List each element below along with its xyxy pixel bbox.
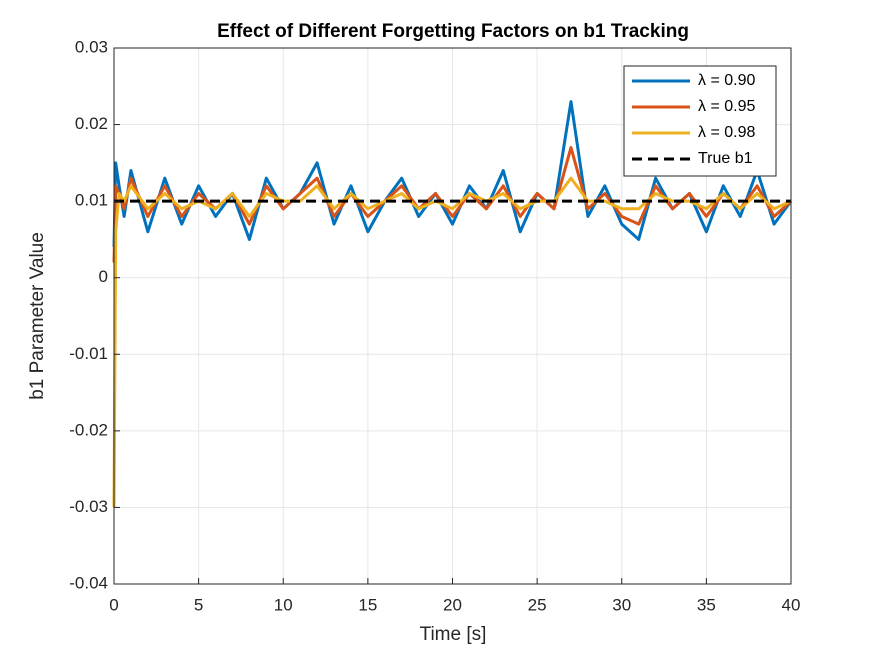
y-axis-label: b1 Parameter Value	[27, 232, 48, 400]
x-tick-label: 5	[194, 595, 203, 614]
y-tick-label: -0.03	[69, 497, 108, 516]
x-tick-label: 40	[782, 595, 801, 614]
series-line	[112, 176, 792, 508]
y-tick-label: -0.01	[69, 344, 108, 363]
y-tick-label: 0.02	[75, 114, 108, 133]
x-tick-label: 35	[697, 595, 716, 614]
x-tick-label: 15	[358, 595, 377, 614]
legend-label: True b1	[698, 150, 753, 167]
legend-label: λ = 0.98	[698, 124, 755, 141]
legend-label: λ = 0.95	[698, 98, 755, 115]
y-tick-label: 0.01	[75, 191, 108, 210]
y-tick-label: -0.02	[69, 420, 108, 439]
y-tick-label: -0.04	[69, 573, 108, 592]
x-tick-label: 10	[274, 595, 293, 614]
y-tick-label: 0	[99, 267, 108, 286]
x-tick-label: 0	[109, 595, 118, 614]
chart-title: Effect of Different Forgetting Factors o…	[217, 21, 689, 42]
x-tick-label: 25	[528, 595, 547, 614]
legend-label: λ = 0.90	[698, 72, 755, 89]
y-tick-label: 0.03	[75, 37, 108, 56]
x-tick-label: 30	[612, 595, 631, 614]
x-axis-label: Time [s]	[420, 624, 487, 645]
x-tick-label: 20	[443, 595, 462, 614]
